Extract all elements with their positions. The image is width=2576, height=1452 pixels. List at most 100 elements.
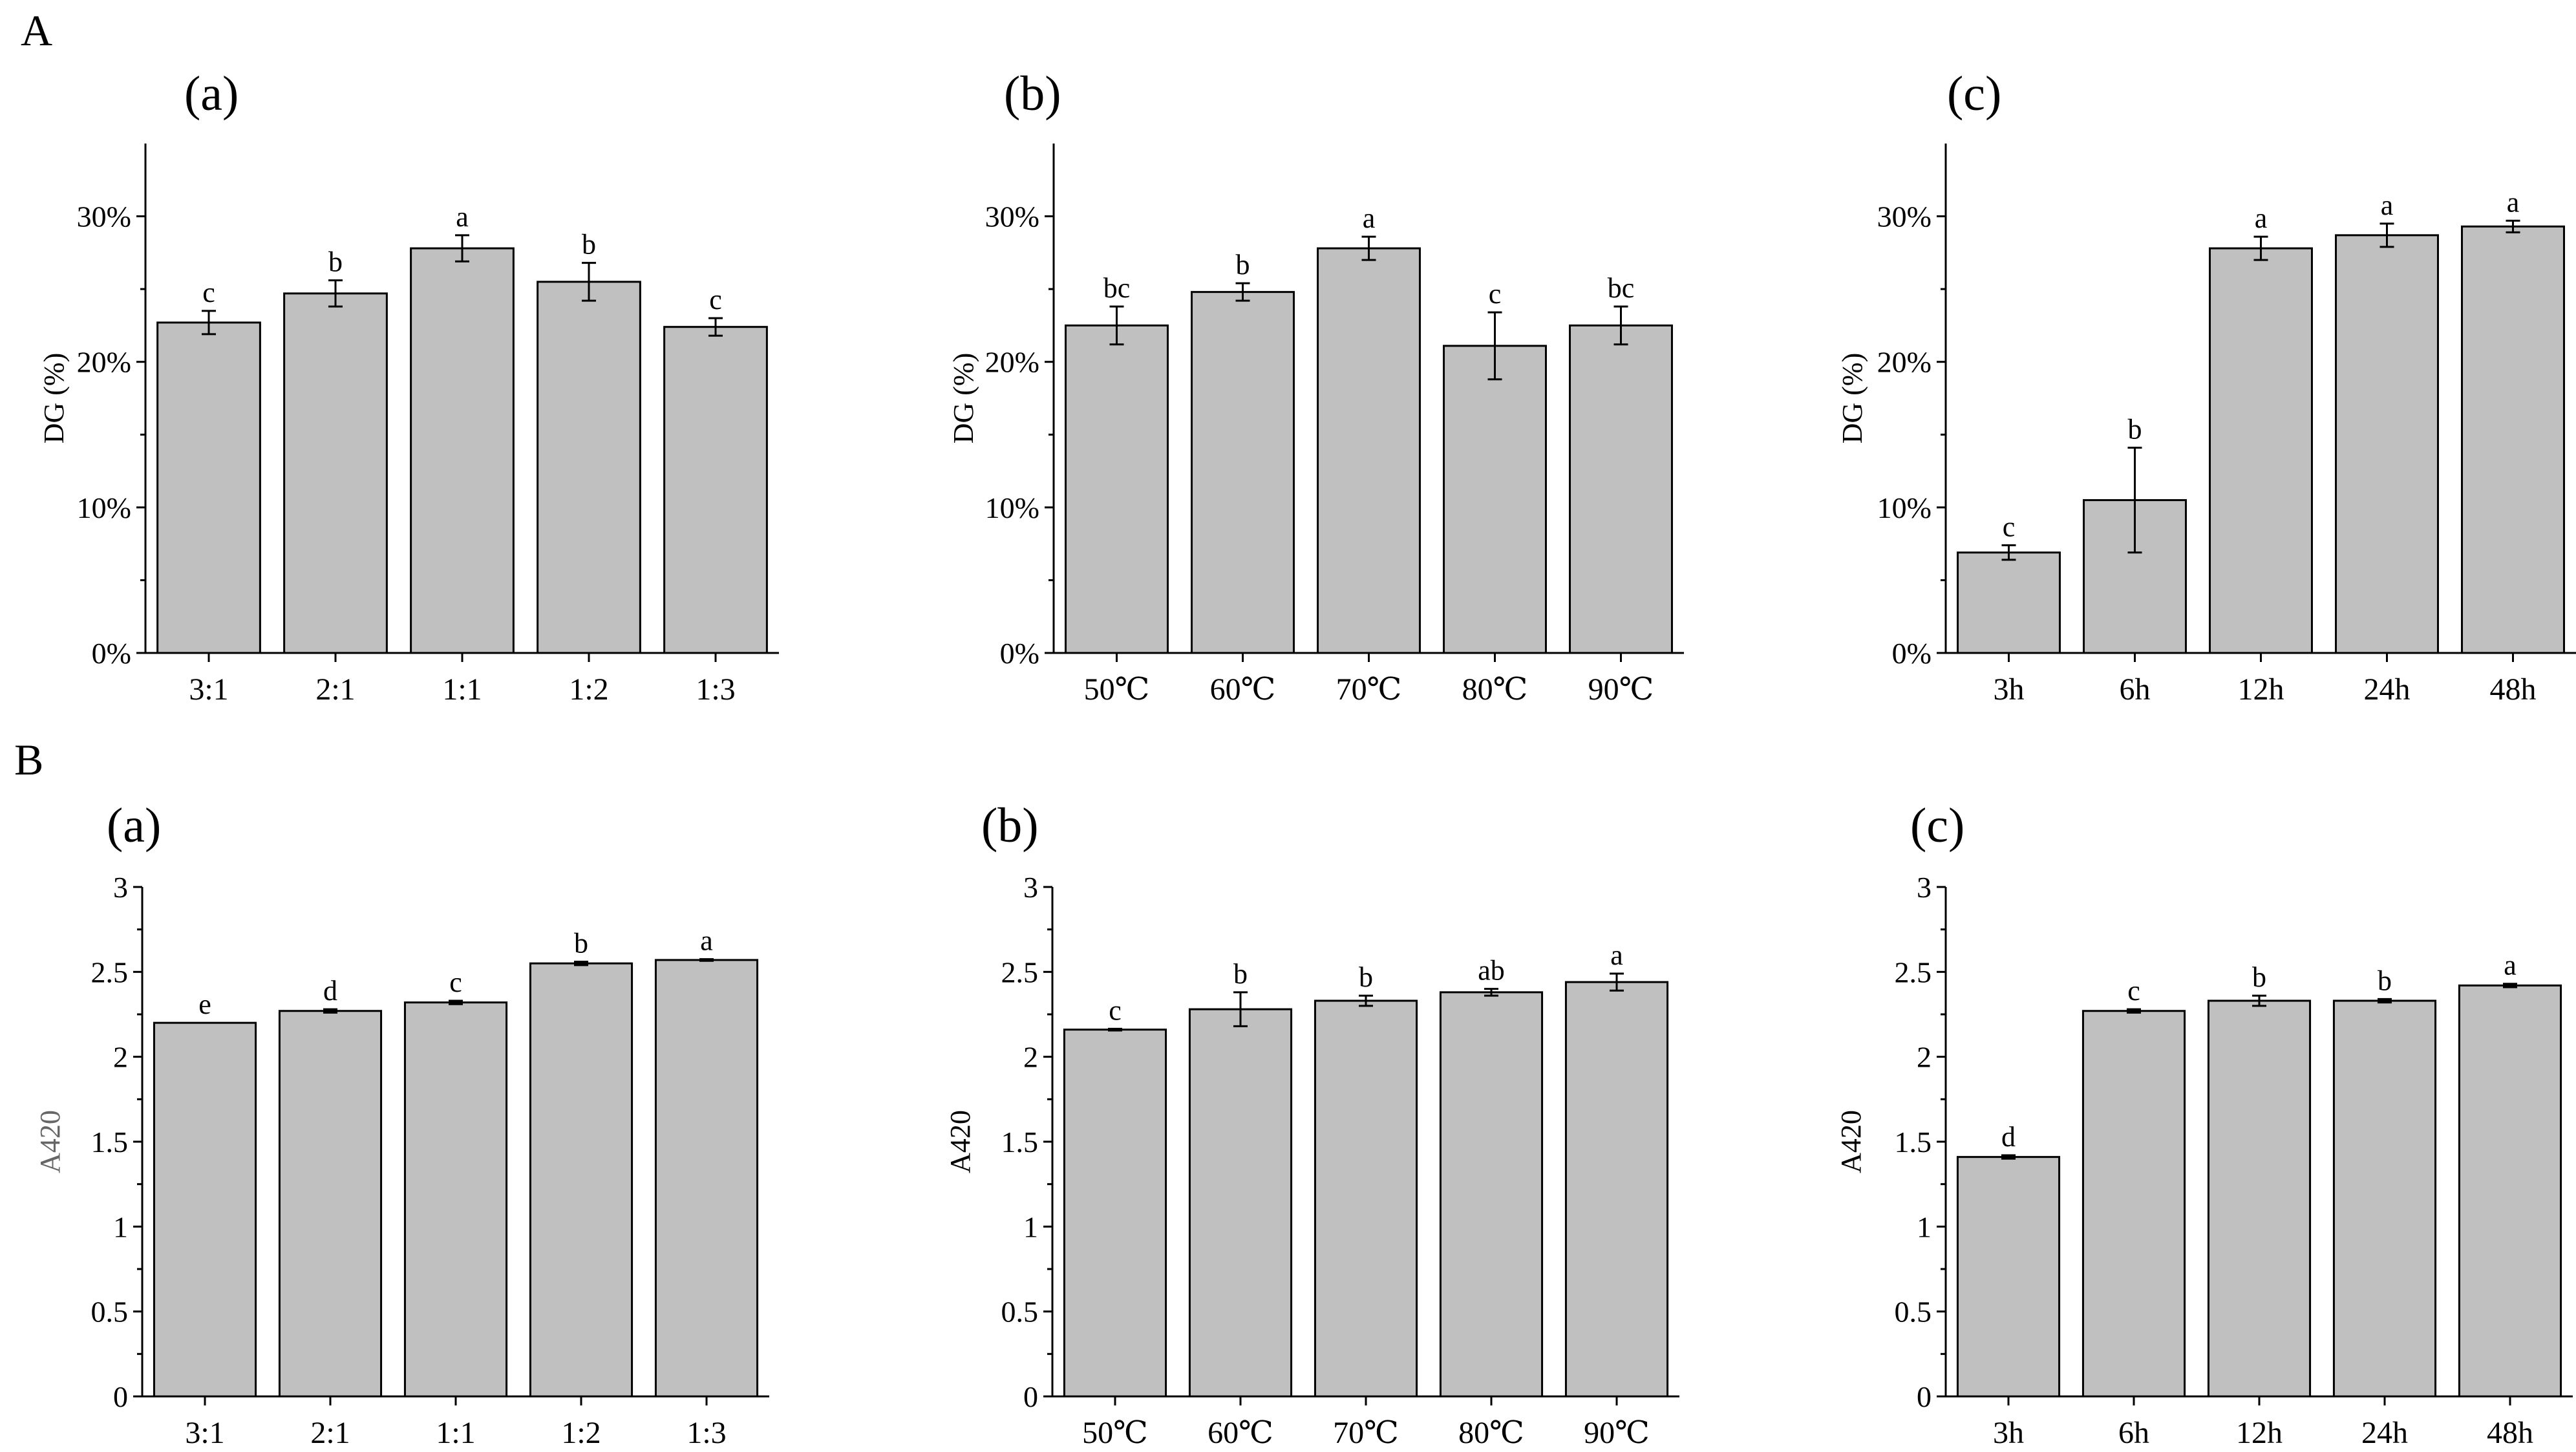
significance-letter: a (700, 925, 713, 957)
y-tick-label: 2 (113, 1041, 128, 1074)
significance-letter: a (2255, 202, 2268, 234)
significance-letter: b (328, 246, 343, 278)
y-axis-label: DG (%) (1836, 353, 1868, 444)
y-tick-label: 3 (1023, 871, 1038, 904)
bar (663, 326, 768, 654)
panel-title-A-b: (b) (1004, 67, 1061, 121)
y-tick-label: 1 (1917, 1210, 1932, 1243)
significance-letter: e (198, 988, 211, 1020)
significance-letter: b (2128, 414, 2142, 445)
x-tick-label: 1:2 (561, 1416, 601, 1450)
bar (1191, 291, 1295, 654)
significance-letter: bc (1608, 272, 1635, 304)
chart-B-c: d 3h c 6h b 12h b 24h a 48h 0 0.5 1 1.5 2 2.5 3 A420 (1835, 871, 2573, 1450)
x-tick-label: 90℃ (1584, 1416, 1650, 1450)
significance-letter: bc (1103, 272, 1131, 304)
y-tick-label: 0.5 (91, 1296, 129, 1329)
bar (1564, 981, 1669, 1398)
y-tick-label: 10% (1877, 491, 1932, 524)
bar (1956, 1156, 2061, 1398)
row-label-A: A (21, 6, 52, 55)
x-tick-label: 3h (1993, 1416, 2024, 1450)
chart-B-b: c 50℃ b 60℃ b 70℃ ab 80℃ a 90℃ 0 0.5 1 1.5 2 2.5 3 A420 (944, 871, 1679, 1450)
bar (1065, 324, 1169, 654)
y-tick-label: 20% (77, 346, 131, 379)
x-tick-label: 90℃ (1588, 672, 1654, 707)
significance-letter: a (1610, 939, 1623, 971)
bar (156, 321, 261, 654)
x-tick-label: 50℃ (1084, 672, 1150, 707)
bar (1439, 991, 1544, 1398)
significance-letter: c (449, 966, 462, 998)
significance-letter: a (456, 201, 469, 233)
bar (1317, 247, 1421, 654)
x-tick-label: 12h (2236, 1416, 2283, 1450)
y-tick-label: 2 (1917, 1041, 1932, 1074)
bar (410, 247, 515, 654)
panel-title-B-b: (b) (981, 798, 1039, 853)
x-tick-label: 3h (1994, 672, 2025, 707)
significance-letter: a (2381, 189, 2394, 221)
y-tick-label: 2.5 (1001, 956, 1039, 988)
y-tick-label: 0% (1892, 637, 1932, 670)
significance-letter: b (574, 928, 588, 959)
bar (2209, 247, 2313, 654)
significance-letter: b (1236, 249, 1250, 281)
y-tick-label: 1 (1023, 1210, 1038, 1243)
y-tick-label: 10% (77, 491, 131, 524)
x-tick-label: 70℃ (1333, 1416, 1399, 1450)
bar (2081, 1010, 2186, 1398)
chart-A-b: bc 50℃ b 60℃ a 70℃ c 80℃ bc 90℃ 0% 10% 20% 30% DG (%) (948, 144, 1684, 707)
x-tick-label: 48h (2490, 672, 2537, 707)
y-tick-label: 30% (77, 200, 131, 233)
significance-letter: b (1359, 961, 1373, 993)
x-tick-label: 1:1 (436, 1416, 475, 1450)
row-label-B: B (14, 735, 43, 784)
significance-letter: c (1109, 994, 1122, 1026)
significance-letter: c (709, 284, 722, 315)
y-tick-label: 1.5 (91, 1126, 129, 1158)
significance-letter: ab (1478, 955, 1505, 987)
significance-letter: a (2504, 950, 2517, 981)
significance-letter: b (1233, 958, 1248, 990)
y-tick-label: 10% (985, 491, 1039, 524)
bar (1569, 324, 1673, 654)
bar (537, 281, 641, 654)
significance-letter: a (2507, 186, 2520, 218)
y-tick-label: 3 (1917, 871, 1932, 904)
panel-title-B-c: (c) (1910, 798, 1964, 853)
bar (153, 1021, 257, 1398)
y-axis-label: A420 (944, 1110, 976, 1173)
x-tick-label: 1:1 (442, 672, 482, 707)
significance-letter: d (323, 975, 337, 1007)
y-tick-label: 0 (113, 1380, 128, 1413)
bar (1063, 1029, 1167, 1398)
x-tick-label: 1:3 (696, 672, 735, 707)
x-tick-label: 6h (2120, 672, 2151, 707)
y-axis-label: DG (%) (948, 353, 979, 444)
bar (1957, 551, 2061, 654)
y-tick-label: 0% (92, 637, 131, 670)
bar (654, 959, 759, 1398)
panel-title-A-a: (a) (184, 67, 239, 121)
significance-letter: c (2127, 975, 2140, 1007)
y-axis-label: DG (%) (38, 353, 70, 444)
y-tick-label: 30% (985, 200, 1039, 233)
y-tick-label: 0 (1917, 1380, 1932, 1413)
y-tick-label: 2.5 (91, 956, 129, 988)
bar (2335, 234, 2439, 654)
y-tick-label: 2.5 (1895, 956, 1932, 988)
y-axis-label: A420 (1835, 1110, 1867, 1173)
chart-A-c: c 3h b 6h a 12h a 24h a 48h 0% 10% 20% 30% DG (%) (1836, 144, 2576, 707)
panel-title-B-a: (a) (107, 798, 161, 853)
y-tick-label: 20% (985, 346, 1039, 379)
y-tick-label: 0% (1000, 637, 1039, 670)
y-tick-label: 2 (1023, 1041, 1038, 1074)
bar (2207, 999, 2312, 1398)
x-tick-label: 12h (2238, 672, 2284, 707)
x-tick-label: 2:1 (310, 1416, 350, 1450)
y-tick-label: 1.5 (1001, 1126, 1039, 1158)
x-tick-label: 3:1 (185, 1416, 224, 1450)
bar (283, 292, 388, 654)
